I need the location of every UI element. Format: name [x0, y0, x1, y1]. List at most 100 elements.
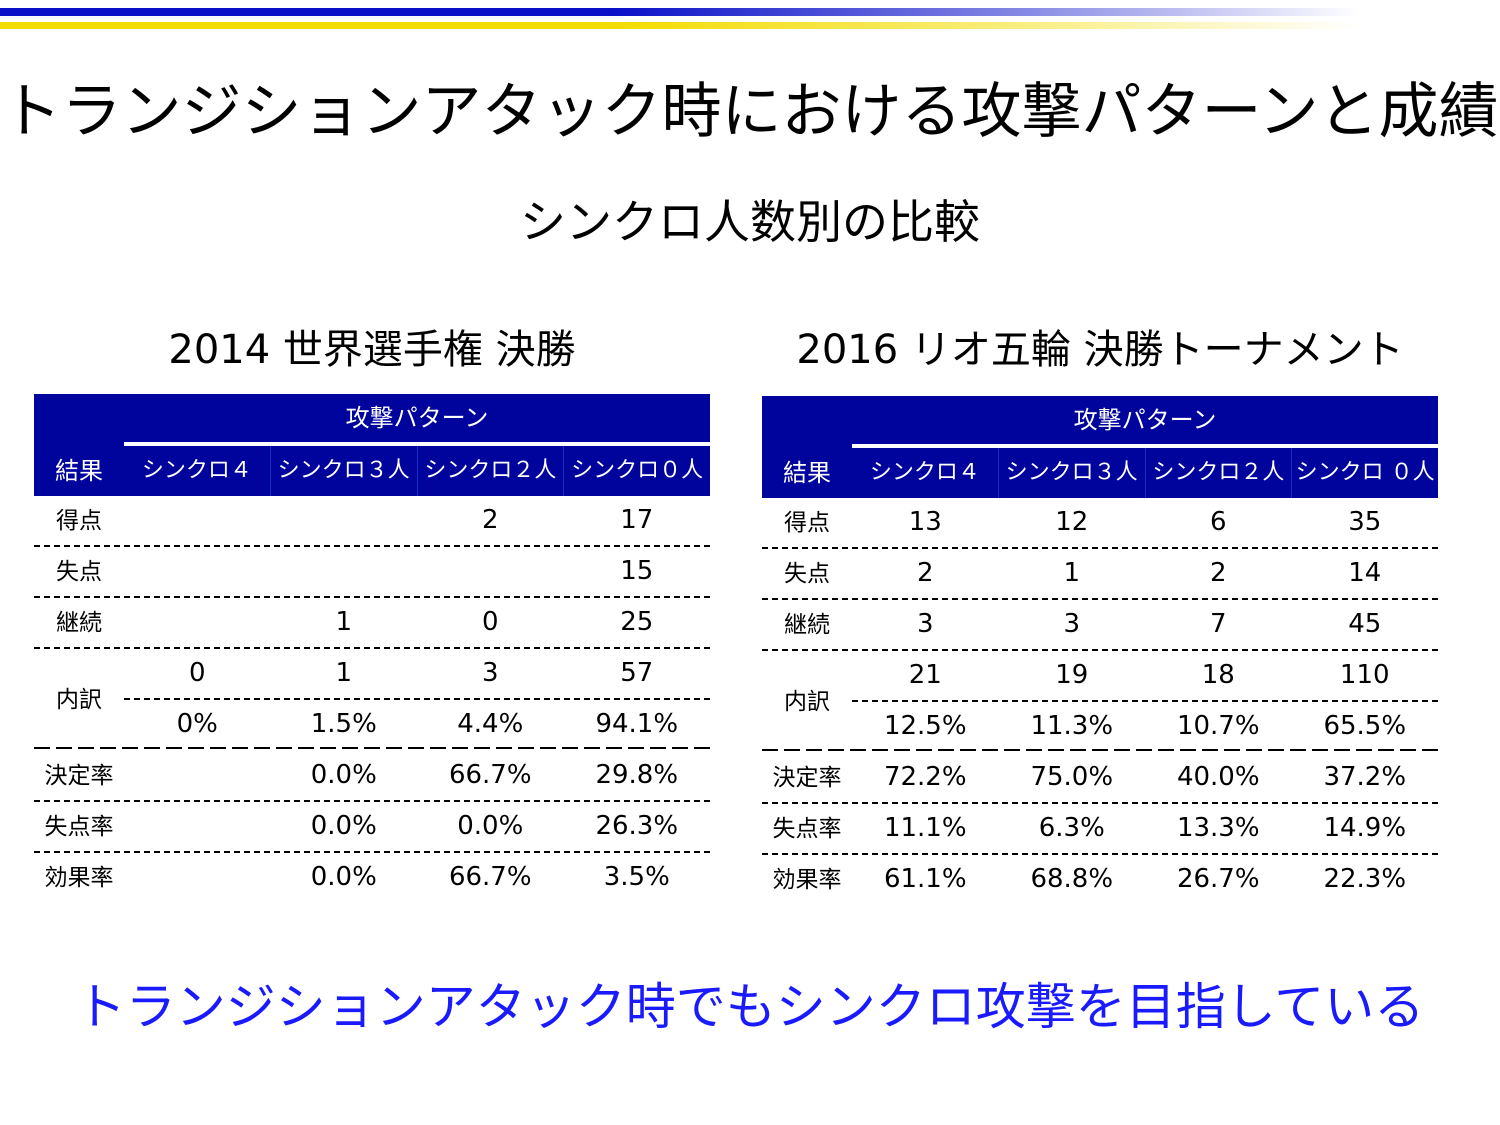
table-cell	[271, 547, 418, 598]
table-row-breakdown: 内訳 0 1 3 57 0% 1.5% 4.4% 94.1%	[34, 649, 710, 751]
table-cell: 1.5%	[310, 709, 377, 739]
table-cell: 6	[1209, 507, 1227, 537]
table-cell	[124, 853, 271, 904]
table-cell: 13	[908, 507, 942, 537]
row-label: 効果率	[44, 865, 114, 891]
table-cell: 17	[620, 505, 654, 535]
table-cell: 68.8%	[1030, 864, 1114, 894]
attack-pattern-label: 攻撃パターン	[345, 404, 489, 432]
table-body: 得点 2 17 失点 15 継続 1 0 25	[34, 496, 710, 904]
table-row-decision-rate: 決定率 0.0% 66.7% 29.8%	[34, 751, 710, 802]
table-cell: 12	[1055, 507, 1089, 537]
table-cell: 18	[1201, 660, 1235, 690]
top-accent-bar-blue	[0, 8, 1360, 16]
table-cell: 2	[916, 558, 934, 588]
table-cell: 3	[916, 609, 934, 639]
slide-subtitle: シンクロ人数別の比較	[520, 195, 980, 249]
table-row-lost: 失点 2 1 2 14	[762, 549, 1438, 600]
table-cell: 19	[1055, 660, 1089, 690]
table-cell: 37.2%	[1323, 762, 1407, 792]
breakdown-counts: 0 1 3 57	[124, 649, 710, 700]
table-body: 得点 13 12 6 35 失点 2 1 2 14 継続 3 3 7 45	[762, 498, 1438, 906]
column-header: シンクロ０人	[563, 446, 710, 496]
column-header: シンクロ４	[869, 460, 980, 485]
table-cell: 25	[620, 607, 654, 637]
table-heading-2014: 2014 世界選手権 決勝	[168, 327, 576, 373]
column-header: シンクロ３人	[269, 446, 417, 496]
table-row-breakdown: 内訳 21 19 18 110 12.5% 11.3% 10.7% 65.5%	[762, 651, 1438, 753]
row-label: 決定率	[772, 765, 842, 791]
table-cell: 11.3%	[1030, 711, 1114, 741]
row-label: 継続	[56, 610, 102, 636]
slide-title: トランジションアタック時における攻撃パターンと成績	[1, 77, 1499, 147]
row-label: 失点	[784, 561, 830, 587]
table-cell: 1	[335, 607, 353, 637]
table-row-lost: 失点 15	[34, 547, 710, 598]
table-row-decision-rate: 決定率 72.2% 75.0% 40.0% 37.2%	[762, 753, 1438, 804]
table-cell: 15	[620, 556, 654, 586]
row-label: 決定率	[44, 763, 114, 789]
table-cell: 0%	[176, 709, 218, 739]
column-header: シンクロ２人	[1144, 448, 1292, 498]
table-cell: 3	[1063, 609, 1081, 639]
table-cell: 22.3%	[1323, 864, 1407, 894]
table-cell: 12.5%	[883, 711, 967, 741]
breakdown-percents: 0% 1.5% 4.4% 94.1%	[124, 700, 710, 751]
column-headers: シンクロ４ シンクロ３人 シンクロ２人 シンクロ０人	[124, 446, 710, 496]
table-cell: 0.0%	[457, 811, 524, 841]
table-header: 攻撃パターン 結果 シンクロ４ シンクロ３人 シンクロ２人 シンクロ ０人	[762, 396, 1438, 498]
header-divider	[124, 442, 710, 446]
row-label: 得点	[56, 508, 102, 534]
table-cell: 40.0%	[1176, 762, 1260, 792]
header-divider	[852, 444, 1438, 448]
row-label: 失点率	[772, 816, 842, 842]
row-label: 効果率	[772, 867, 842, 893]
table-row-score: 得点 2 17	[34, 496, 710, 547]
attack-pattern-label: 攻撃パターン	[1073, 406, 1217, 434]
table-cell: 72.2%	[883, 762, 967, 792]
row-label: 失点	[56, 559, 102, 585]
table-cell: 14	[1348, 558, 1382, 588]
row-label: 継続	[784, 612, 830, 638]
table-cell	[271, 496, 418, 547]
table-cell: 0.0%	[310, 811, 377, 841]
table-cell	[124, 751, 271, 802]
row-label: 内訳	[56, 687, 102, 713]
table-row-loss-rate: 失点率 11.1% 6.3% 13.3% 14.9%	[762, 804, 1438, 855]
top-accent-bar-yellow	[0, 22, 1360, 29]
table-cell: 66.7%	[448, 862, 532, 892]
table-cell: 4.4%	[457, 709, 524, 739]
stats-table-2014: 攻撃パターン 結果 シンクロ４ シンクロ３人 シンクロ２人 シンクロ０人 得点 …	[34, 394, 710, 904]
table-cell: 29.8%	[595, 760, 679, 790]
table-cell: 6.3%	[1038, 813, 1105, 843]
table-cell	[124, 496, 271, 547]
breakdown-percents: 12.5% 11.3% 10.7% 65.5%	[852, 702, 1438, 753]
table-row-effect-rate: 効果率 0.0% 66.7% 3.5%	[34, 853, 710, 904]
result-label: 結果	[55, 457, 103, 485]
breakdown-counts: 21 19 18 110	[852, 651, 1438, 702]
table-header: 攻撃パターン 結果 シンクロ４ シンクロ３人 シンクロ２人 シンクロ０人	[34, 394, 710, 496]
table-heading-2016: 2016 リオ五輪 決勝トーナメント	[796, 327, 1404, 373]
stats-table-2016: 攻撃パターン 結果 シンクロ４ シンクロ３人 シンクロ２人 シンクロ ０人 得点…	[762, 396, 1438, 906]
table-cell	[417, 547, 564, 598]
table-cell: 94.1%	[595, 709, 679, 739]
table-cell: 2	[1209, 558, 1227, 588]
table-row-continue: 継続 1 0 25	[34, 598, 710, 649]
column-header: シンクロ ０人	[1291, 448, 1438, 498]
table-cell: 61.1%	[883, 864, 967, 894]
table-cell: 65.5%	[1323, 711, 1407, 741]
table-cell: 45	[1348, 609, 1382, 639]
row-label: 内訳	[784, 689, 830, 715]
table-cell: 0	[188, 658, 206, 688]
table-cell: 7	[1209, 609, 1227, 639]
table-cell: 10.7%	[1176, 711, 1260, 741]
table-row-continue: 継続 3 3 7 45	[762, 600, 1438, 651]
column-header: シンクロ３人	[997, 448, 1145, 498]
table-cell: 11.1%	[883, 813, 967, 843]
table-cell: 21	[908, 660, 942, 690]
table-cell: 66.7%	[448, 760, 532, 790]
table-cell	[124, 547, 271, 598]
table-cell: 110	[1339, 660, 1390, 690]
table-cell: 1	[335, 658, 353, 688]
table-cell: 0.0%	[310, 862, 377, 892]
